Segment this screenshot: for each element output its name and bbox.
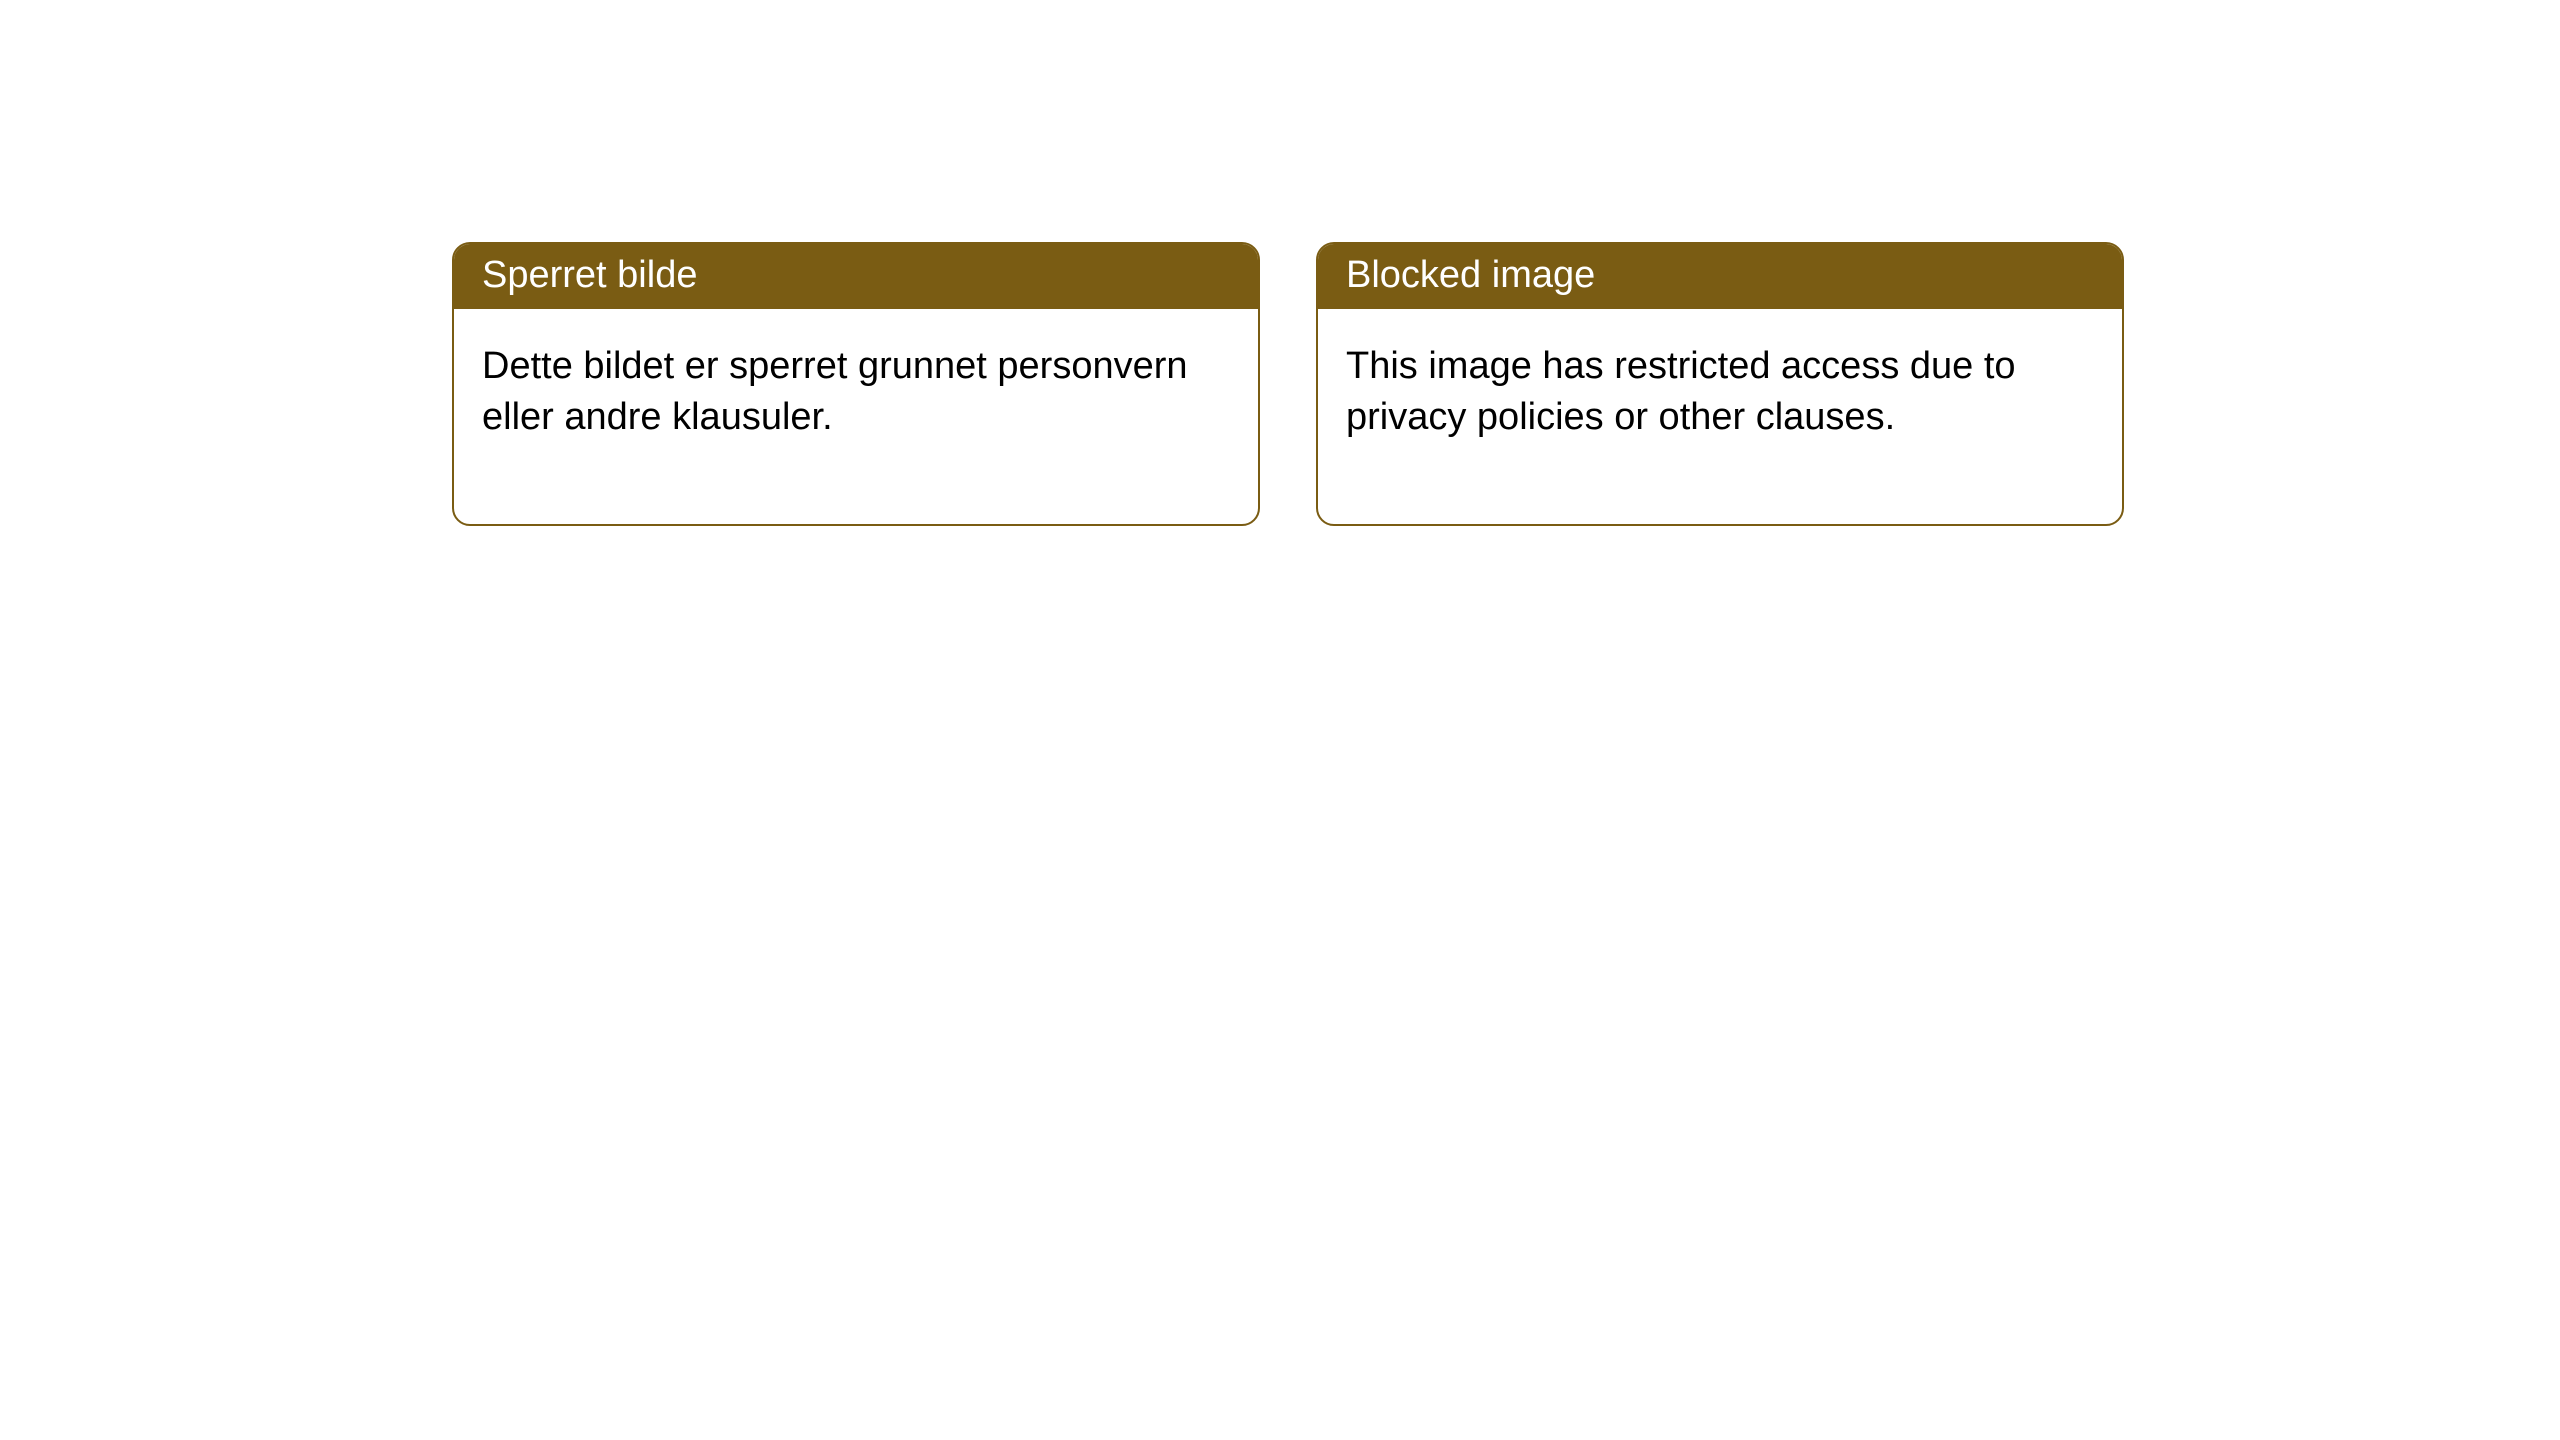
- notice-card-english: Blocked image This image has restricted …: [1316, 242, 2124, 526]
- card-body-text: This image has restricted access due to …: [1346, 345, 2016, 438]
- card-body: This image has restricted access due to …: [1318, 309, 2122, 524]
- card-body: Dette bildet er sperret grunnet personve…: [454, 309, 1258, 524]
- notice-card-norwegian: Sperret bilde Dette bildet er sperret gr…: [452, 242, 1260, 526]
- notice-card-container: Sperret bilde Dette bildet er sperret gr…: [452, 242, 2124, 526]
- card-header-text: Blocked image: [1346, 254, 1595, 296]
- card-header-text: Sperret bilde: [482, 254, 697, 296]
- card-header: Sperret bilde: [454, 244, 1258, 309]
- card-header: Blocked image: [1318, 244, 2122, 309]
- card-body-text: Dette bildet er sperret grunnet personve…: [482, 345, 1188, 438]
